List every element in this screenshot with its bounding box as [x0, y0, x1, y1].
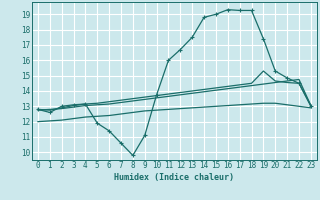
X-axis label: Humidex (Indice chaleur): Humidex (Indice chaleur) [115, 173, 234, 182]
